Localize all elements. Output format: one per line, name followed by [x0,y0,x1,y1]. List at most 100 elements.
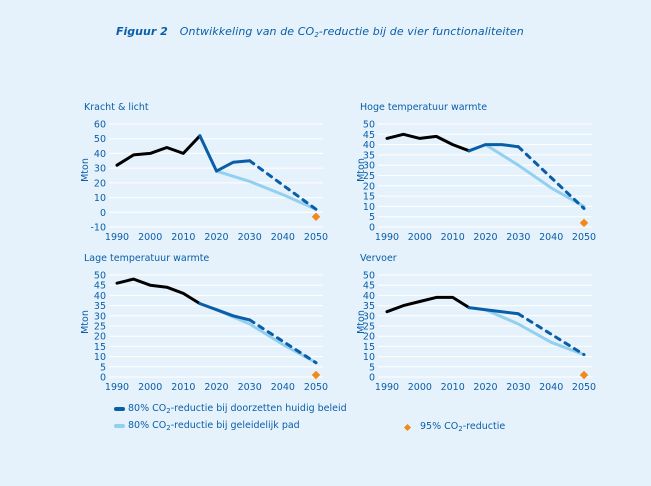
y-tick-label: 10 [94,193,106,204]
x-tick-label: 2020 [204,382,228,393]
data-point-95-reduction [579,370,589,380]
legend-item-reduction-95: 95% CO2-reductie [403,421,505,433]
y-axis-label: Mton [80,158,91,182]
series-line-current-policy-projection [248,318,318,365]
legend-item-gradual-path: 80% CO2-reductie bij geleidelijk pad [114,420,300,432]
x-tick-label: 1990 [375,232,399,243]
panel-title-vervoer: Vervoer [360,253,397,264]
figure-number: Figuur 2 [116,25,168,38]
legend-item-current-policy: 80% CO2-reductie bij doorzetten huidig b… [114,403,347,415]
y-tick-label: 10 [94,352,106,363]
series-line-historic [115,277,202,306]
series-line-current-policy-projection [516,145,586,210]
x-tick-label: 2020 [204,232,228,243]
y-tick-label: 35 [363,150,375,161]
x-tick-label: 2020 [473,382,497,393]
y-tick-label: 30 [363,161,375,172]
legend-label-post: -reductie [462,421,506,432]
figure-caption-sub: 2 [314,31,319,39]
y-tick-label: 40 [94,149,106,160]
x-tick-label: 2000 [408,232,432,243]
y-tick-label: 50 [363,271,375,282]
legend-label-reduction-95: 95% CO2-reductie [420,421,505,433]
y-tick-label: 10 [363,352,375,363]
y-tick-label: 30 [94,311,106,322]
legend-label-gradual-path: 80% CO2-reductie bij geleidelijk pad [128,420,300,432]
legend-label-post: -reductie bij doorzetten huidig beleid [170,403,347,414]
legend-swatch-current-policy [114,407,125,411]
y-tick-label: 0 [369,373,375,384]
x-tick-label: 2000 [138,232,162,243]
y-tick-label: -10 [90,223,106,234]
series-line-current-policy [467,143,520,153]
data-point-95-reduction [311,212,321,221]
series-line-current-policy [198,302,252,322]
y-axis-label: Mton [356,158,367,182]
y-tick-label: 20 [363,181,375,192]
y-tick-label: 35 [363,301,375,312]
x-tick-label: 2000 [138,382,162,393]
y-tick-label: 15 [363,342,375,353]
legend-marker-reduction-95 [403,423,412,431]
panel-title-lage-temperatuur: Lage temperatuur warmte [84,253,210,264]
y-tick-label: 30 [363,311,375,322]
y-tick-label: 0 [100,373,106,384]
series-line-current-policy [198,134,252,173]
legend-label-sub: 2 [458,425,463,433]
x-tick-label: 2050 [304,232,328,243]
y-tick-label: 45 [363,281,375,292]
y-tick-label: 35 [94,301,106,312]
y-tick-label: 20 [94,332,106,343]
series-line-current-policy [467,306,520,316]
x-tick-label: 2050 [304,382,328,393]
data-point-95-reduction [579,218,589,228]
y-tick-label: 50 [94,271,106,282]
y-tick-label: 20 [363,332,375,343]
series-line-gradual-path [484,143,586,208]
legend-label-pre: 95% CO [420,421,459,432]
x-tick-label: 1990 [105,382,129,393]
series-line-historic [115,134,202,167]
x-tick-label: 2050 [572,232,596,243]
legend-swatch-gradual-path [114,424,125,428]
y-tick-label: 15 [94,342,106,353]
legend-label-current-policy: 80% CO2-reductie bij doorzetten huidig b… [128,403,347,415]
panel-title-hoge-temperatuur: Hoge temperatuur warmte [360,102,488,113]
x-tick-label: 1990 [105,232,129,243]
y-axis-label: Mton [80,310,91,334]
y-tick-label: 45 [363,130,375,141]
y-tick-label: 45 [94,281,106,292]
y-tick-label: 25 [363,171,375,182]
data-point-95-reduction [311,370,321,380]
x-tick-label: 2010 [171,382,195,393]
series-line-gradual-path [484,308,586,357]
y-tick-label: 0 [100,208,106,219]
x-tick-label: 2010 [441,232,465,243]
x-tick-label: 2040 [539,382,563,393]
x-tick-label: 2030 [238,232,262,243]
panel-title-kracht-licht: Kracht & licht [84,102,149,113]
y-tick-label: 25 [363,322,375,333]
y-tick-label: 40 [363,140,375,151]
y-axis-label: Mton [356,310,367,334]
y-tick-label: 5 [369,212,375,223]
y-tick-label: 15 [363,192,375,203]
y-tick-label: 5 [369,362,375,373]
x-tick-label: 2030 [506,382,530,393]
figure-title: Figuur 2 Ontwikkeling van de CO2-reductie… [116,25,524,39]
series-line-historic [385,132,471,153]
y-tick-label: 20 [94,178,106,189]
y-tick-label: 30 [94,164,106,175]
legend-label-sub: 2 [166,424,171,432]
x-tick-label: 2030 [238,382,262,393]
y-tick-label: 5 [100,362,106,373]
figure-caption-post: -reductie bij de vier functionaliteiten [318,25,524,38]
x-tick-label: 2000 [408,382,432,393]
figure-caption-pre: Ontwikkeling van de CO [179,25,315,38]
y-tick-label: 0 [369,223,375,234]
y-tick-label: 60 [94,120,106,131]
x-tick-label: 2030 [506,232,530,243]
legend-label-post: -reductie bij geleidelijk pad [170,420,300,431]
x-tick-label: 2020 [473,232,497,243]
